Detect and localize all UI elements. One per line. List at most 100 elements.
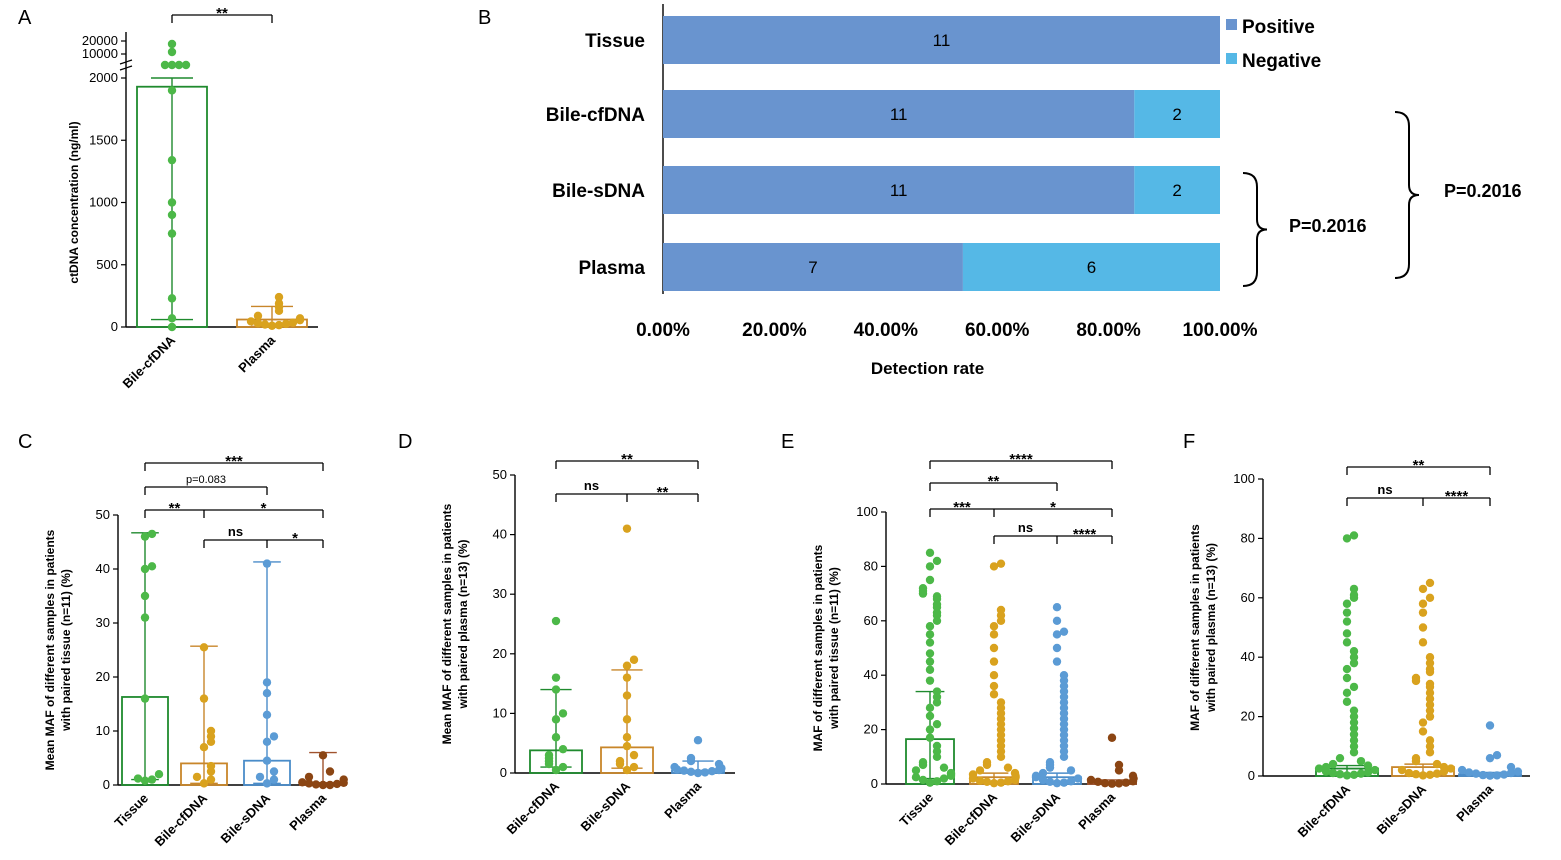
data-point — [925, 649, 935, 658]
data-point — [1432, 769, 1442, 778]
category-label: Tissue — [112, 791, 152, 831]
data-point — [1425, 593, 1435, 602]
data-point — [318, 751, 328, 760]
data-point — [1342, 664, 1352, 674]
data-point — [298, 778, 307, 787]
data-point — [1425, 748, 1435, 757]
y-tick-label: 500 — [96, 257, 118, 272]
data-point — [1425, 736, 1435, 745]
data-point — [925, 665, 935, 674]
data-point — [1059, 627, 1069, 636]
y-axis-title: ctDNA concentration (ng/ml) — [67, 121, 81, 283]
data-point — [1411, 753, 1421, 763]
data-point — [932, 719, 942, 729]
data-point — [629, 655, 639, 664]
data-point — [1052, 630, 1062, 639]
data-point — [693, 736, 703, 745]
y-tick-label: 40 — [493, 527, 507, 542]
data-point — [147, 529, 157, 539]
data-point — [1045, 777, 1055, 787]
significance-label: ** — [621, 451, 633, 468]
y-tick-label: 30 — [493, 586, 507, 601]
y-tick-label: 60 — [1241, 590, 1255, 605]
data-point — [1349, 730, 1359, 739]
significance-label: ns — [228, 524, 243, 539]
data-point — [622, 715, 632, 724]
data-point — [1342, 771, 1352, 780]
data-point — [1425, 770, 1435, 780]
data-point — [140, 591, 150, 601]
category-label: Plasma — [1075, 789, 1118, 832]
data-point — [1066, 777, 1076, 786]
significance-label: **** — [1073, 526, 1097, 543]
data-point — [262, 737, 272, 746]
data-point — [1349, 590, 1359, 600]
category-label: Bile-sDNA — [578, 778, 634, 834]
y-tick-label: 20 — [493, 646, 507, 661]
category-label: Bile-cfDNA — [119, 332, 178, 391]
y-tick-label: 0 — [1248, 768, 1255, 783]
data-point — [996, 559, 1006, 568]
data-point — [918, 758, 928, 767]
significance-label: ** — [216, 5, 228, 22]
data-point — [700, 768, 710, 777]
data-point — [925, 622, 935, 631]
data-point — [262, 756, 272, 765]
bar-negative — [1134, 90, 1220, 138]
panel-letter: F — [1183, 431, 1195, 453]
data-point — [269, 732, 279, 741]
data-label: 6 — [1087, 258, 1096, 277]
data-point — [1478, 770, 1488, 780]
data-point — [267, 321, 277, 330]
x-axis-title: Detection rate — [871, 359, 984, 378]
data-point — [1425, 658, 1435, 668]
data-point — [1107, 779, 1117, 788]
data-point — [206, 775, 216, 784]
data-point — [1349, 584, 1359, 594]
x-tick-label: 40.00% — [854, 320, 919, 341]
data-point — [989, 630, 999, 639]
data-point — [1335, 753, 1345, 763]
data-point — [911, 766, 921, 775]
data-point — [167, 294, 177, 303]
data-point — [1363, 768, 1373, 777]
x-tick-label: 80.00% — [1076, 320, 1141, 341]
data-point — [167, 86, 177, 95]
data-point — [1418, 638, 1428, 647]
category-label: Plasma — [578, 258, 645, 279]
data-point — [615, 756, 625, 766]
y-tick-label: 10000 — [82, 46, 118, 61]
data-point — [686, 753, 696, 763]
data-point — [925, 711, 935, 721]
data-point — [1425, 712, 1435, 721]
category-label: Plasma — [1453, 781, 1496, 824]
data-point — [154, 770, 164, 779]
y-tick-label: 20000 — [82, 33, 118, 48]
data-point — [558, 744, 568, 754]
data-point — [996, 778, 1006, 787]
significance-label: ns — [1377, 482, 1392, 497]
panel-c: C 0 10 20 30 40 50 Mean MAF of different sample… — [18, 431, 348, 849]
category-label: Bile-sDNA — [1008, 789, 1064, 845]
data-point — [1010, 768, 1020, 778]
data-point — [932, 777, 942, 786]
data-point — [679, 766, 689, 775]
x-tick-label: 20.00% — [742, 320, 807, 341]
significance-label: **** — [1009, 451, 1033, 468]
data-point — [167, 322, 177, 332]
significance-label: p=0.083 — [186, 474, 226, 486]
data-point — [269, 775, 279, 784]
y-axis-title: with paired tissue (n=11) (%) — [59, 569, 73, 732]
category-label: Bile-sDNA — [218, 790, 274, 846]
x-tick-label: 0.00% — [636, 320, 690, 341]
y-tick-label: 50 — [96, 507, 110, 522]
y-tick-label: 100 — [856, 504, 878, 519]
bar-positive — [663, 16, 1220, 64]
data-point — [1052, 603, 1062, 612]
data-point — [1425, 706, 1435, 715]
data-point — [622, 741, 632, 751]
y-tick-label: 1500 — [89, 132, 118, 147]
y-tick-label: 40 — [864, 667, 878, 682]
data-point — [1363, 761, 1373, 770]
data-point — [989, 622, 999, 631]
